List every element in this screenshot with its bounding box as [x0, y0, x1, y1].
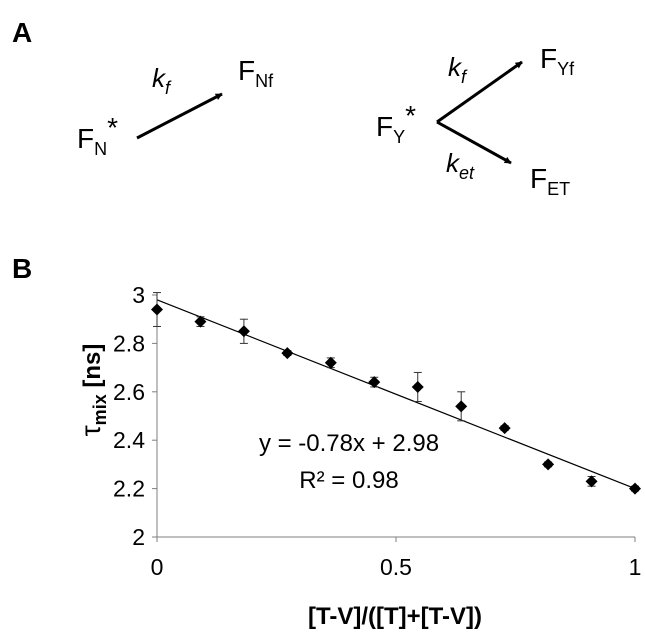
- y-tick-label: 2.6: [113, 379, 145, 405]
- data-point: [194, 315, 207, 328]
- data-point: [585, 475, 598, 488]
- linear-trendline: [156, 299, 636, 490]
- rate-kf-left: kf: [152, 63, 172, 98]
- scheme-left: FN* kf FNf: [77, 55, 274, 159]
- panel-b-label: B: [12, 253, 32, 284]
- y-tick-label: 2.2: [113, 476, 145, 502]
- arrow-fn-to-fnf: [136, 92, 223, 140]
- chart-trendline-group: [156, 299, 636, 490]
- panel-a-label: A: [12, 17, 32, 48]
- data-point: [237, 325, 250, 338]
- x-tick-label: 1: [629, 554, 642, 580]
- data-point: [629, 482, 641, 495]
- data-point: [368, 376, 381, 389]
- x-axis-title: [T-V]/([T]+[T-V]): [308, 603, 482, 630]
- species-fet: FET: [530, 163, 570, 199]
- y-tick-label: 2: [132, 524, 145, 550]
- trendline-equation: y = -0.78x + 2.98: [259, 430, 439, 457]
- data-point: [411, 380, 424, 393]
- r-squared-label: R² = 0.98: [299, 467, 398, 494]
- y-tick-label: 3: [132, 282, 145, 308]
- y-tick-label: 2.4: [113, 427, 145, 453]
- species-fy-star: FY*: [376, 100, 416, 147]
- rate-kf-right: kf: [448, 52, 468, 87]
- arrow-fy-to-fet: [436, 120, 512, 165]
- species-fnf: FNf: [238, 55, 274, 91]
- species-fn-star: FN*: [77, 112, 118, 159]
- data-point: [151, 303, 163, 316]
- x-tick-label: 0: [151, 554, 164, 580]
- data-point: [498, 422, 511, 435]
- chart-axes: [152, 294, 636, 542]
- y-tick-label: 2.8: [113, 330, 145, 356]
- data-point: [455, 400, 468, 413]
- data-point: [542, 458, 555, 471]
- scheme-right: FY* kf FYf ket FET: [376, 43, 575, 199]
- data-point: [281, 347, 294, 360]
- rate-ket: ket: [446, 148, 475, 183]
- chart-data-points: [151, 303, 641, 495]
- species-fyf: FYf: [540, 43, 575, 79]
- chart-tick-labels: 2 2.2 2.4 2.6 2.8 3 0 0.5 1: [113, 282, 641, 580]
- tau-mix-scatter-chart: 2 2.2 2.4 2.6 2.8 3 0 0.5 1 y = -0.78x + 2.98 R²…: [75, 282, 641, 630]
- x-tick-label: 0.5: [380, 554, 412, 580]
- y-axis-title: τmix [ns]: [75, 344, 110, 437]
- data-point: [324, 356, 337, 369]
- arrow-fy-to-fyf: [436, 60, 523, 124]
